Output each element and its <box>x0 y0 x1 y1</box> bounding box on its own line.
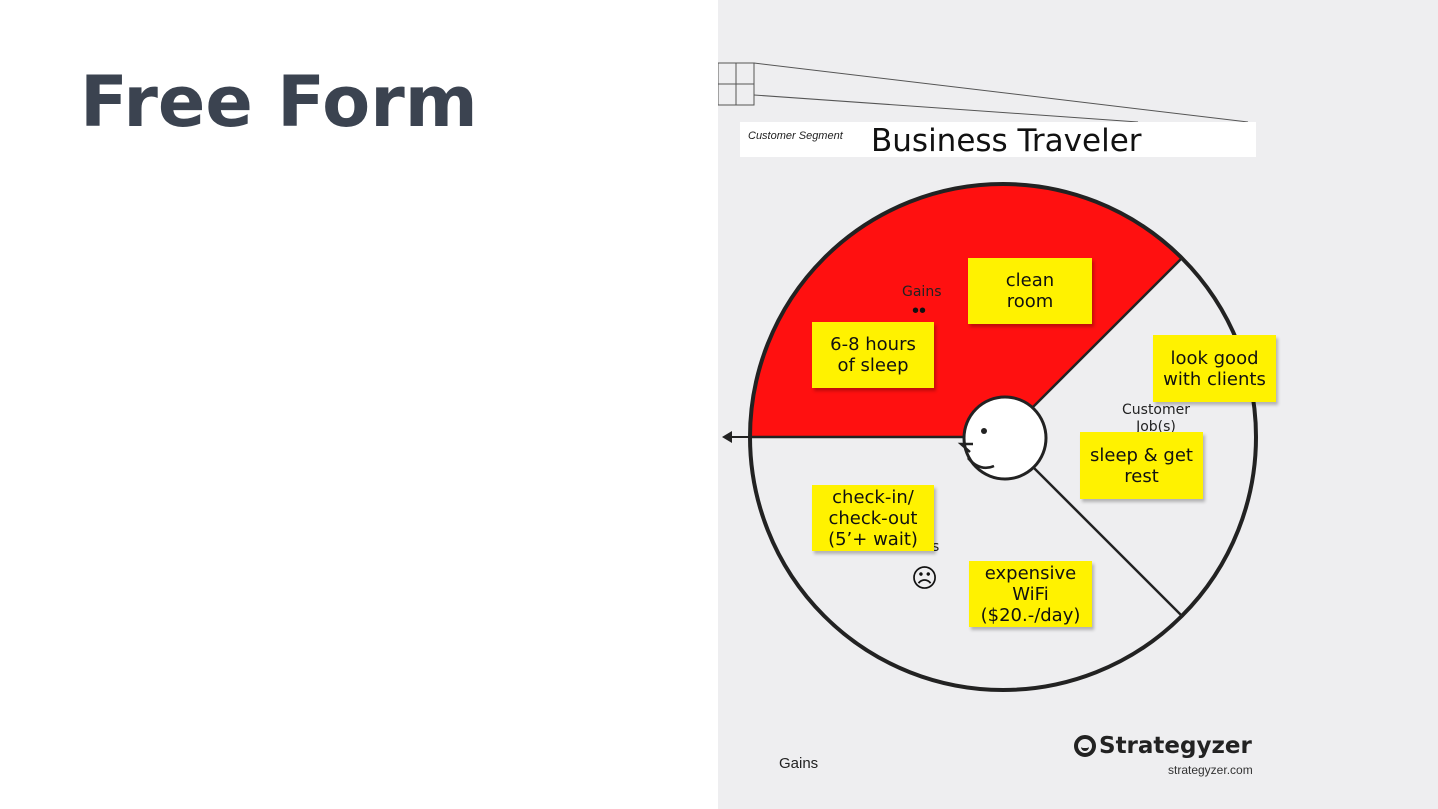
segment-title: Business Traveler <box>871 123 1142 159</box>
brand-name: Strategyzer <box>1099 733 1252 759</box>
smile-icon: •• <box>912 300 927 322</box>
strategyzer-logo-icon <box>1074 735 1096 757</box>
gains-label: Gains <box>902 284 942 300</box>
jobs-label-line-2: Job(s) <box>1136 419 1176 435</box>
canvas-edge-lines <box>718 62 1249 123</box>
sticky-wifi[interactable]: expensive WiFi ($20.-/day) <box>969 561 1092 627</box>
bottom-gains-label: Gains <box>779 755 819 772</box>
jobs-label: Customer Job(s) <box>1122 402 1190 436</box>
sticky-check-in[interactable]: check-in/ check-out (5’+ wait) <box>812 485 934 551</box>
gains-sector <box>749 183 1182 437</box>
segment-label: Customer Segment <box>748 130 843 142</box>
sticky-sleep-rest[interactable]: sleep & get rest <box>1080 432 1203 499</box>
frown-icon: ☹ <box>911 563 939 593</box>
jobs-label-line-1: Customer <box>1122 402 1191 418</box>
sticky-clean-room[interactable]: clean room <box>968 258 1092 324</box>
brand-url: strategyzer.com <box>1168 763 1253 777</box>
customer-profile-canvas: Customer Segment Business Traveler Gains… <box>718 0 1438 809</box>
brand: Strategyzer <box>1074 733 1252 759</box>
pains-label: s <box>932 539 940 555</box>
sticky-look-good[interactable]: look good with clients <box>1153 335 1276 402</box>
arrow-left-icon <box>722 431 750 443</box>
sticky-sleep-hours[interactable]: 6-8 hours of sleep <box>812 322 934 388</box>
page-title: Free Form <box>80 61 478 143</box>
face-icon <box>957 395 1048 481</box>
segment-header: Customer Segment Business Traveler <box>740 122 1256 159</box>
